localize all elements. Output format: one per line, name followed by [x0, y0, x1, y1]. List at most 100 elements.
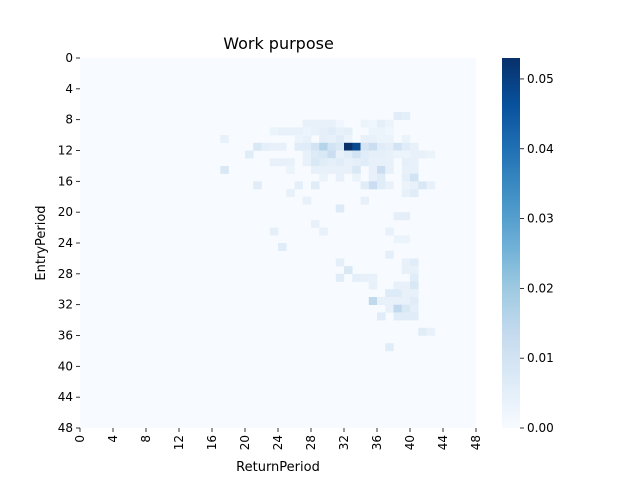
heatmap-cell	[278, 158, 287, 167]
heatmap-cell	[385, 150, 394, 159]
heatmap-cell	[385, 142, 394, 151]
colorbar-tick-label: 0.05	[527, 72, 554, 86]
x-tick-label: 16	[205, 435, 219, 450]
heatmap-cell	[335, 204, 345, 213]
heatmap-cell	[220, 135, 229, 144]
heatmap-cell	[385, 304, 394, 313]
x-tick-label: 24	[271, 435, 285, 450]
x-tick-label: 28	[304, 435, 318, 450]
y-tick-label: 28	[58, 267, 73, 281]
heatmap-cell	[393, 281, 403, 290]
colorbar-tick-label: 0.03	[527, 212, 554, 226]
heatmap-cell	[385, 158, 394, 167]
heatmap-cell	[377, 119, 386, 128]
heatmap-cell	[344, 127, 353, 136]
x-tick-label: 40	[403, 435, 417, 450]
heatmap-cell	[401, 111, 411, 120]
heatmap-cell	[401, 235, 411, 244]
heatmap-cells	[220, 111, 436, 352]
heatmap-cell	[410, 181, 419, 190]
heatmap-cell	[377, 142, 386, 151]
heatmap-cell	[401, 281, 411, 290]
colorbar-tick-label: 0.02	[527, 281, 554, 295]
heatmap-cell	[311, 165, 320, 174]
heatmap-cell	[368, 158, 378, 167]
heatmap-cell	[385, 296, 394, 305]
x-tick-label: 32	[337, 435, 351, 450]
heatmap-cell	[401, 150, 411, 159]
y-tick-label: 44	[58, 390, 73, 404]
heatmap-cell	[352, 273, 361, 282]
heatmap-cell	[401, 304, 411, 313]
heatmap-cell	[302, 119, 312, 128]
heatmap-cell	[286, 189, 295, 198]
heatmap-cell	[344, 266, 353, 275]
colorbar-tick-label: 0.04	[527, 142, 554, 156]
x-tick-label: 36	[370, 435, 384, 450]
heatmap-cell	[327, 165, 337, 174]
y-tick-label: 8	[65, 113, 73, 127]
heatmap-cell	[352, 173, 361, 182]
colorbar: 0.00 0.01 0.02 0.03 0.04 0.05	[502, 58, 554, 435]
y-tick-label: 12	[58, 144, 73, 158]
heatmap-cell	[377, 135, 386, 144]
heatmap-cell	[311, 158, 320, 167]
x-tick-label: 44	[436, 435, 450, 450]
heatmap-cell	[294, 135, 304, 144]
heatmap-cell	[401, 212, 411, 221]
heatmap-cell	[327, 135, 337, 144]
heatmap-cell	[401, 165, 411, 174]
x-axis-label: ReturnPeriod	[236, 460, 320, 475]
heatmap-cell	[368, 135, 378, 144]
heatmap-cell	[410, 142, 419, 151]
heatmap-cell	[410, 304, 419, 313]
heatmap-cell	[335, 127, 345, 136]
heatmap-cell	[368, 150, 378, 159]
heatmap-cell	[311, 150, 320, 159]
heatmap-cell	[344, 165, 353, 174]
heatmap-cell	[410, 258, 419, 267]
heatmap-cell	[294, 181, 304, 190]
heatmap-cell	[311, 119, 320, 128]
heatmap-cell	[294, 142, 304, 151]
heatmap-cell	[426, 181, 436, 190]
heatmap-cell	[410, 312, 419, 321]
y-tick-label: 32	[58, 298, 73, 312]
heatmap-cell	[410, 296, 419, 305]
heatmap-cell	[311, 219, 320, 228]
heatmap-cell	[401, 142, 411, 151]
heatmap-cell	[410, 173, 419, 182]
heatmap-cell	[410, 158, 419, 167]
heatmap-cell	[302, 135, 312, 144]
heatmap-cell	[278, 243, 287, 252]
heatmap-cell	[401, 158, 411, 167]
heatmap-cell	[393, 111, 403, 120]
heatmap-cell	[385, 250, 394, 259]
heatmap-cell	[393, 142, 403, 151]
heatmap-cell	[401, 312, 411, 321]
heatmap-cell	[319, 127, 328, 136]
heatmap-cell	[286, 158, 295, 167]
x-tick-label: 20	[238, 435, 252, 450]
heatmap-cell	[302, 196, 312, 205]
y-tick-label: 24	[58, 236, 73, 250]
heatmap-cell	[335, 258, 345, 267]
heatmap-cell	[385, 165, 394, 174]
heatmap-cell	[344, 142, 353, 151]
heatmap-cell	[401, 173, 411, 182]
x-tick-label: 48	[469, 435, 483, 450]
heatmap-cell	[401, 181, 411, 190]
heatmap-cell	[401, 289, 411, 298]
heatmap-cell	[410, 273, 419, 282]
heatmap-cell	[269, 227, 279, 236]
heatmap-cell	[344, 158, 353, 167]
heatmap-cell	[368, 181, 378, 190]
heatmap-cell	[335, 165, 345, 174]
heatmap-cell	[385, 127, 394, 136]
heatmap-cell	[335, 150, 345, 159]
heatmap-cell	[319, 158, 328, 167]
y-tick-label: 16	[58, 174, 73, 188]
heatmap-cell	[352, 142, 361, 151]
